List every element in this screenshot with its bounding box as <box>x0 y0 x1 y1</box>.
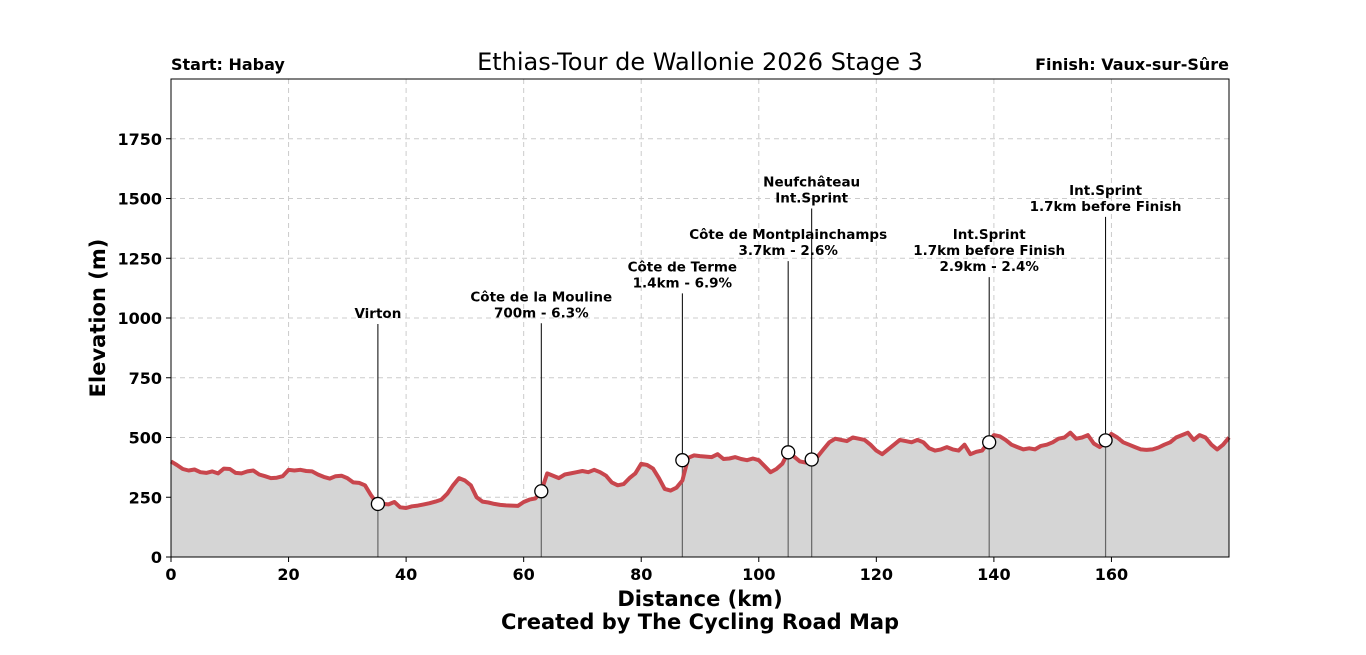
x-tick-label: 60 <box>513 565 535 584</box>
x-tick-label: 100 <box>742 565 775 584</box>
chart-title: Ethias-Tour de Wallonie 2026 Stage 3 <box>477 48 923 76</box>
start-label: Start: Habay <box>171 55 285 74</box>
annotation-label-line: Int.Sprint <box>775 191 848 207</box>
annotation-label-line: 700m - 6.3% <box>494 305 589 321</box>
annotation-label-line: Côte de la Mouline <box>470 289 612 305</box>
x-tick-label: 0 <box>165 565 176 584</box>
y-tick-label: 1750 <box>117 130 162 149</box>
annotation-marker <box>804 452 819 467</box>
annotation-label-line: 1.4km - 6.9% <box>633 275 733 291</box>
x-tick-label: 140 <box>977 565 1010 584</box>
annotation-lines <box>377 208 1107 557</box>
annotation-label-line: 1.7km before Finish <box>1030 199 1182 215</box>
y-tick-label: 750 <box>129 369 162 388</box>
x-axis-label: Distance (km) <box>617 587 782 611</box>
annotation-marker <box>675 453 690 468</box>
annotation-label-line: Neufchâteau <box>763 175 860 191</box>
y-axis-ticks: 0 250 500 750 1000 1250 1500 1750 <box>117 130 171 567</box>
y-tick-label: 0 <box>151 548 162 567</box>
annotation-label-line: Int.Sprint <box>1069 183 1142 199</box>
annotation-label: Virton <box>354 306 401 322</box>
credit-label: Created by The Cycling Road Map <box>501 610 899 634</box>
annotation-label: Côte de la Mouline 700m - 6.3% <box>470 289 612 321</box>
x-tick-label: 20 <box>277 565 299 584</box>
annotation-marker <box>982 435 997 450</box>
annotation-label: Int.Sprint 1.7km before Finish 2.9km - 2.4… <box>913 227 1065 275</box>
annotation-label: Int.Sprint 1.7km before Finish <box>1030 183 1182 215</box>
elevation-profile-line <box>169 430 1231 510</box>
annotation-label-line: 1.7km before Finish <box>913 243 1065 259</box>
annotation-label-line: Côte de Montplainchamps <box>689 227 887 243</box>
annotation-label-line: Int.Sprint <box>953 227 1026 243</box>
annotation-label-line: Côte de Terme <box>628 259 737 275</box>
annotation-marker <box>781 445 796 460</box>
elevation-area-fill <box>171 432 1229 557</box>
y-tick-label: 1000 <box>117 309 162 328</box>
annotation-markers <box>370 433 1113 512</box>
annotation-label-line: 3.7km - 2.6% <box>738 243 838 259</box>
annotation-marker <box>1098 433 1113 448</box>
x-tick-label: 40 <box>395 565 417 584</box>
annotation-label: Côte de Terme 1.4km - 6.9% <box>628 259 737 291</box>
annotation-label-line: 2.9km - 2.4% <box>939 259 1039 275</box>
y-axis-label: Elevation (m) <box>86 239 110 398</box>
annotation-label: Côte de Montplainchamps 3.7km - 2.6% <box>689 227 887 259</box>
x-axis-ticks: 0 20 40 60 80 100 120 140 160 <box>165 557 1128 584</box>
y-tick-label: 250 <box>129 488 162 507</box>
y-tick-label: 1500 <box>117 190 162 209</box>
annotation-marker <box>534 484 549 499</box>
finish-label: Finish: Vaux-sur-Sûre <box>1035 55 1229 74</box>
x-tick-label: 80 <box>630 565 652 584</box>
x-tick-label: 160 <box>1095 565 1128 584</box>
x-tick-label: 120 <box>860 565 893 584</box>
y-tick-label: 500 <box>129 429 162 448</box>
annotation-label: Neufchâteau Int.Sprint <box>763 175 860 207</box>
y-tick-label: 1250 <box>117 249 162 268</box>
annotation-label-line: Virton <box>354 306 401 322</box>
annotation-marker <box>370 496 386 512</box>
